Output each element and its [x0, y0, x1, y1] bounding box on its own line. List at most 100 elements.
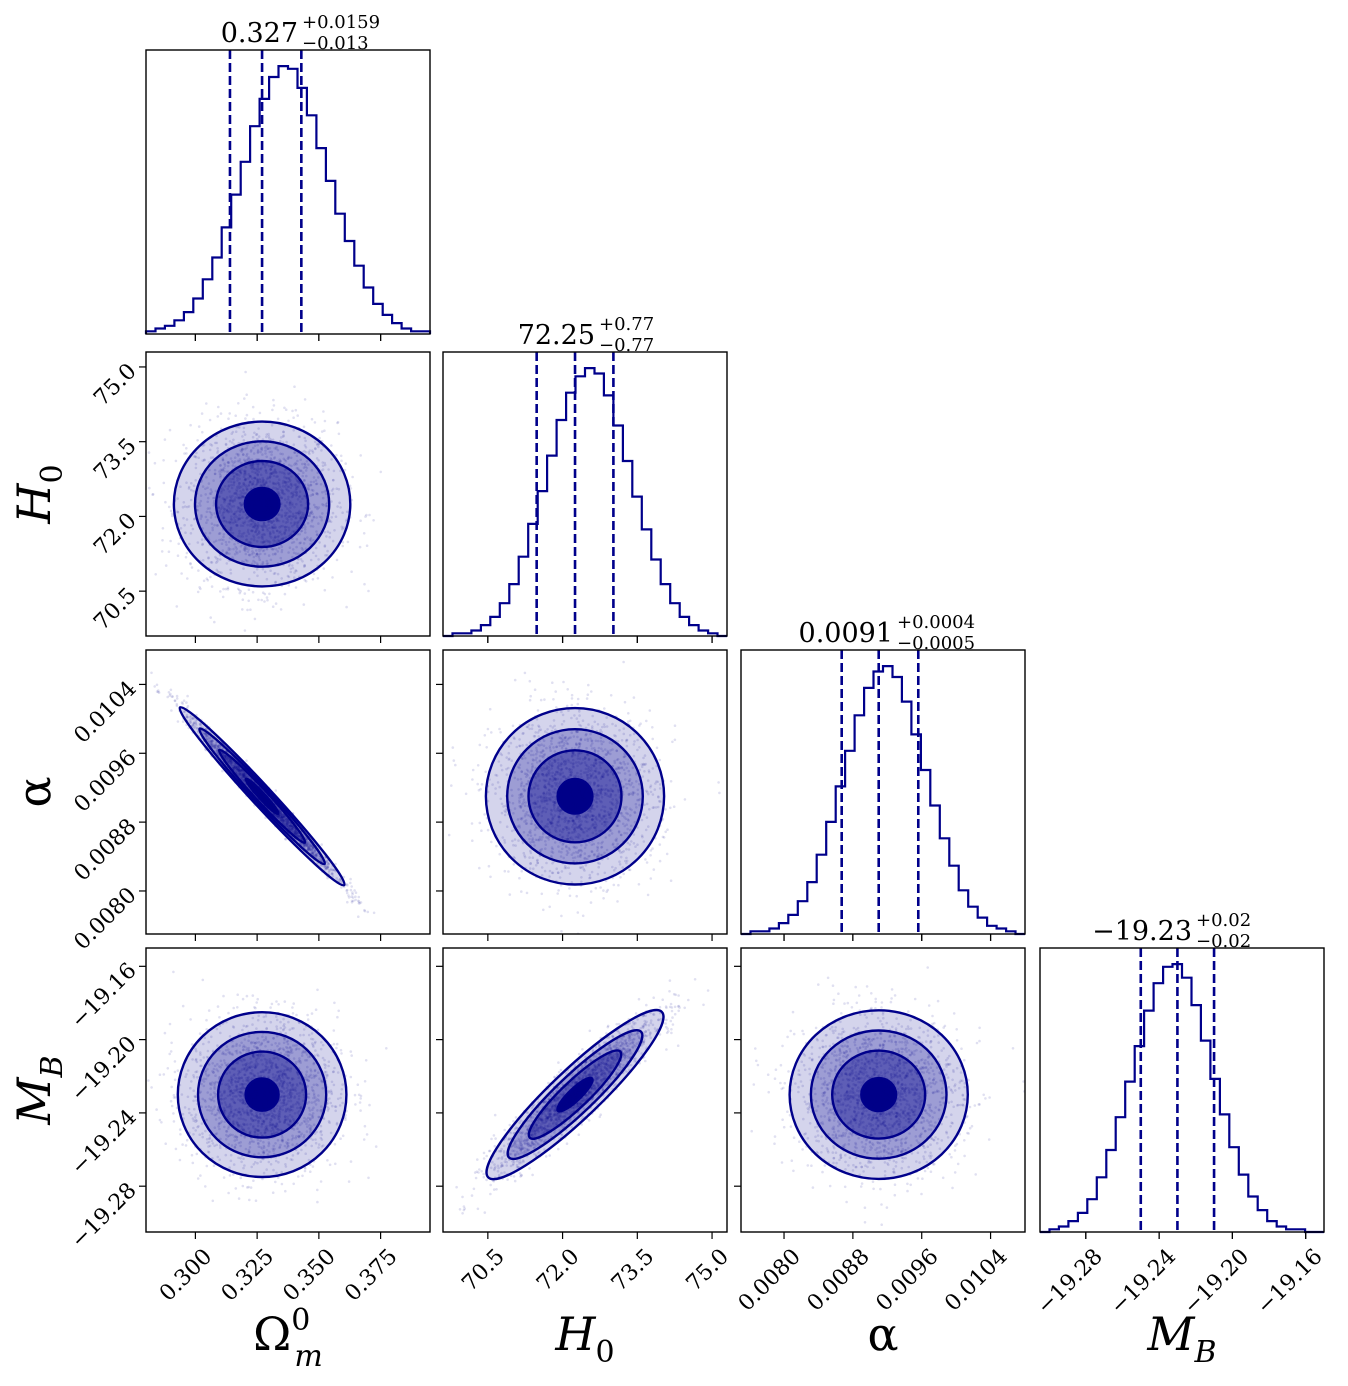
scatter-point	[297, 479, 301, 483]
scatter-point	[282, 462, 286, 466]
scatter-point	[552, 698, 555, 701]
scatter-point	[236, 493, 239, 496]
scatter-point	[265, 502, 269, 506]
scatter-point	[220, 748, 223, 752]
scatter-point	[557, 820, 560, 824]
scatter-point	[544, 730, 547, 733]
scatter-point	[286, 821, 290, 824]
scatter-point	[235, 425, 238, 429]
scatter-point	[295, 834, 298, 837]
scatter-point	[250, 477, 254, 480]
scatter-point	[499, 731, 502, 734]
scatter-point	[304, 531, 307, 534]
scatter-point	[232, 547, 235, 551]
scatter-point	[323, 866, 326, 869]
scatter-point	[305, 841, 309, 844]
scatter-point	[279, 459, 282, 463]
scatter-point	[265, 792, 268, 796]
scatter-point	[228, 757, 231, 761]
scatter-point	[288, 501, 292, 505]
scatter-point	[244, 478, 247, 481]
scatter-point	[267, 816, 270, 819]
scatter-point	[357, 915, 360, 918]
scatter-point	[228, 477, 232, 481]
scatter-point	[317, 558, 320, 561]
scatter-point	[309, 483, 313, 487]
scatter-point	[345, 510, 349, 514]
scatter-point	[571, 781, 574, 785]
scatter-point	[226, 763, 230, 766]
scatter-point	[604, 817, 608, 821]
scatter-point	[288, 829, 292, 832]
scatter-point	[588, 809, 591, 813]
scatter-point	[250, 529, 253, 533]
scatter-point	[540, 866, 544, 869]
scatter-point	[289, 510, 292, 514]
scatter-point	[294, 552, 298, 555]
scatter-point	[259, 800, 263, 803]
scatter-point	[262, 804, 265, 807]
scatter-point	[282, 810, 286, 814]
scatter-point	[285, 487, 288, 491]
scatter-point	[632, 785, 635, 789]
scatter-point	[573, 826, 577, 829]
scatter-point	[314, 857, 317, 861]
scatter-point	[195, 487, 199, 491]
scatter-point	[214, 502, 218, 506]
scatter-point	[214, 555, 217, 559]
scatter-point	[220, 741, 224, 745]
scatter-point	[232, 766, 235, 770]
scatter-point	[192, 724, 195, 727]
scatter-point	[237, 767, 241, 771]
scatter-point	[634, 845, 637, 848]
scatter-point	[323, 419, 327, 423]
scatter-point	[256, 789, 259, 792]
scatter-point	[496, 781, 500, 784]
scatter-point	[300, 839, 303, 842]
scatter-point	[243, 767, 247, 770]
scatter-point	[633, 820, 637, 824]
scatter-point	[274, 789, 278, 792]
scatter-point	[287, 495, 290, 499]
scatter-point	[557, 767, 561, 771]
scatter-point	[310, 845, 314, 848]
scatter-point	[539, 728, 543, 731]
scatter-point	[573, 827, 576, 831]
scatter-point	[241, 521, 245, 524]
scatter-point	[276, 417, 280, 421]
scatter-point	[257, 785, 261, 789]
scatter-point	[265, 527, 269, 530]
scatter-point	[605, 716, 608, 719]
scatter-point	[238, 468, 241, 472]
scatter-point	[528, 803, 532, 806]
scatter-point	[244, 777, 247, 781]
scatter-point	[267, 800, 271, 803]
scatter-point	[295, 830, 298, 834]
scatter-point	[263, 797, 266, 801]
scatter-point	[584, 857, 587, 860]
scatter-point	[254, 459, 258, 463]
scatter-point	[259, 797, 263, 800]
scatter-point	[277, 813, 280, 817]
scatter-point	[234, 539, 238, 542]
scatter-point	[619, 833, 623, 837]
scatter-point	[251, 461, 255, 464]
scatter-point	[243, 433, 247, 436]
scatter-point	[293, 822, 296, 825]
scatter-point	[206, 744, 210, 748]
scatter-point	[222, 760, 226, 763]
scatter-point	[270, 796, 274, 799]
scatter-point	[197, 729, 200, 733]
scatter-point	[301, 844, 304, 847]
scatter-point	[564, 838, 567, 841]
scatter-point	[214, 515, 218, 519]
scatter-point	[282, 815, 286, 819]
scatter-point	[275, 815, 279, 819]
scatter-point	[232, 504, 236, 508]
scatter-point	[484, 770, 488, 774]
scatter-point	[238, 765, 241, 769]
scatter-point	[608, 828, 611, 831]
scatter-point	[245, 776, 249, 779]
scatter-point	[589, 890, 593, 893]
scatter-point	[209, 456, 213, 460]
